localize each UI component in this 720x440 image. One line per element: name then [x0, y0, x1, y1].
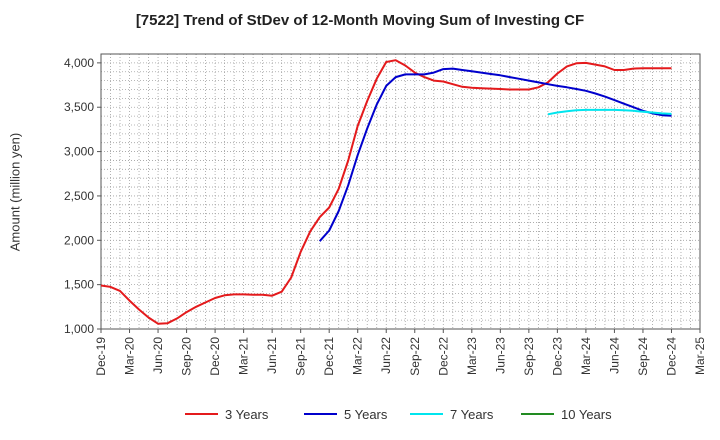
- y-tick-label: 2,000: [64, 233, 94, 247]
- x-tick-label: Dec-21: [322, 337, 336, 376]
- x-tick-label: Mar-24: [579, 337, 593, 375]
- y-tick-label: 4,000: [64, 56, 94, 70]
- y-tick-label: 1,500: [64, 278, 94, 292]
- x-tick-label: Mar-23: [465, 337, 479, 375]
- plot-area: [101, 54, 700, 329]
- y-tick-label: 3,500: [64, 100, 94, 114]
- x-tick-label: Jun-21: [265, 337, 279, 374]
- x-tick-label: Jun-24: [607, 337, 621, 374]
- x-tick-label: Dec-24: [664, 337, 678, 376]
- y-tick-label: 2,500: [64, 189, 94, 203]
- chart-title: [7522] Trend of StDev of 12-Month Moving…: [135, 12, 585, 29]
- y-tick-label: 1,000: [64, 322, 94, 336]
- x-tick-label: Jun-22: [379, 337, 393, 374]
- x-tick-label: Mar-21: [237, 337, 251, 375]
- x-tick-label: Dec-19: [94, 337, 108, 376]
- x-tick-label: Sep-23: [522, 337, 536, 376]
- x-tick-label: Sep-24: [636, 337, 650, 376]
- legend-label: 5 Years: [344, 407, 388, 422]
- x-tick-label: Sep-20: [180, 337, 194, 376]
- x-tick-label: Jun-20: [151, 337, 165, 374]
- x-tick-label: Mar-20: [123, 337, 137, 375]
- x-tick-label: Dec-23: [550, 337, 564, 376]
- x-tick-label: Jun-23: [493, 337, 507, 374]
- x-tick-label: Sep-22: [408, 337, 422, 376]
- legend-label: 10 Years: [561, 407, 612, 422]
- y-tick-label: 3,000: [64, 145, 94, 159]
- plot-frame: [100, 53, 701, 330]
- x-tick-label: Mar-25: [693, 337, 707, 375]
- legend-label: 3 Years: [225, 407, 269, 422]
- x-tick-label: Dec-20: [208, 337, 222, 376]
- series-line-5-years: [318, 67, 672, 242]
- x-tick-label: Mar-22: [351, 337, 365, 375]
- series-line-3-years: [100, 59, 672, 325]
- x-tick-label: Sep-21: [294, 337, 308, 376]
- series-line-7-years: [547, 108, 672, 116]
- legend-label: 7 Years: [450, 407, 494, 422]
- x-tick-label: Dec-22: [436, 337, 450, 376]
